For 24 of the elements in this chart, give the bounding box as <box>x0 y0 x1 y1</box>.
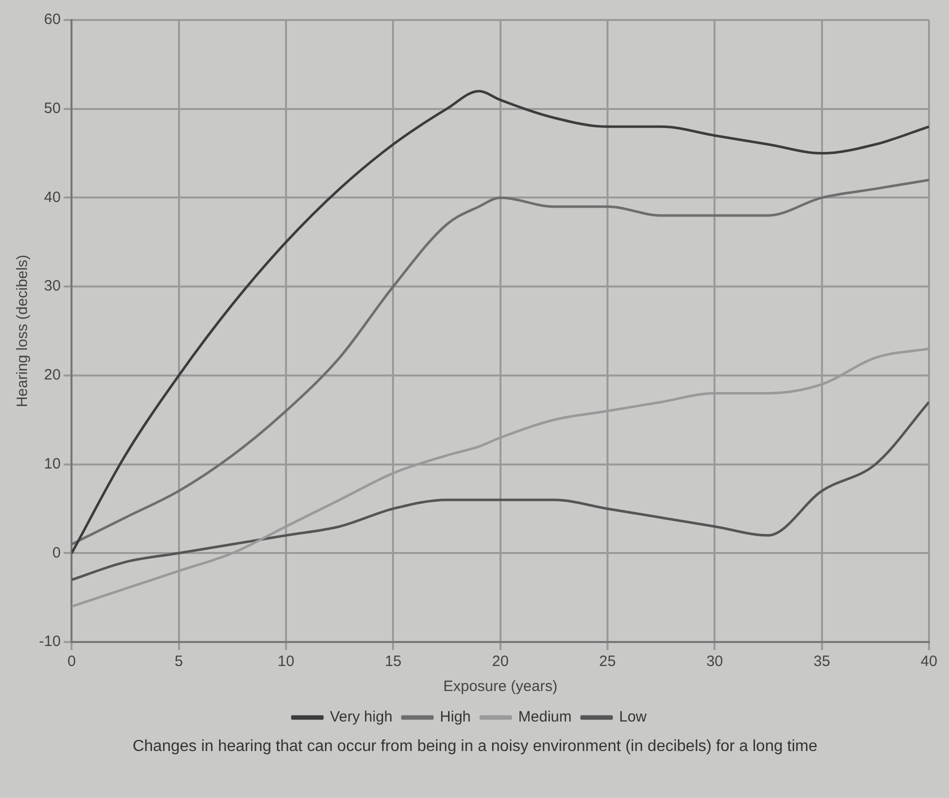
legend-label: High <box>440 708 471 726</box>
y-tick-label: 60 <box>44 11 61 28</box>
y-tick-label: 30 <box>44 278 61 295</box>
x-tick-label: 0 <box>68 653 76 670</box>
x-tick-label: 40 <box>920 653 938 670</box>
x-tick-label: 5 <box>174 653 184 670</box>
y-axis-title: Hearing loss (decibels) <box>14 254 32 408</box>
x-tick-label: 35 <box>813 653 830 670</box>
legend-label: Medium <box>518 708 572 726</box>
y-tick-label: 10 <box>44 455 61 472</box>
y-tick-label: -10 <box>38 633 61 650</box>
x-tick-label: 25 <box>599 653 616 670</box>
x-tick-label: 15 <box>384 653 402 670</box>
x-axis-title: Exposure (years) <box>443 678 558 696</box>
y-tick-label: 20 <box>44 366 61 384</box>
y-tick-label: 0 <box>52 544 61 562</box>
y-tick-label: 40 <box>44 188 61 206</box>
legend-label: Very high <box>330 708 392 726</box>
legend-label: Low <box>619 708 647 726</box>
x-tick-label: 20 <box>492 653 509 670</box>
text: Changes in hearing that can occur from being in a noisy environment (in decibels) for a long time <box>132 738 818 756</box>
x-tick-label: 10 <box>278 653 294 670</box>
x-tick-label: 30 <box>706 653 724 670</box>
y-tick-label: 50 <box>44 100 61 117</box>
